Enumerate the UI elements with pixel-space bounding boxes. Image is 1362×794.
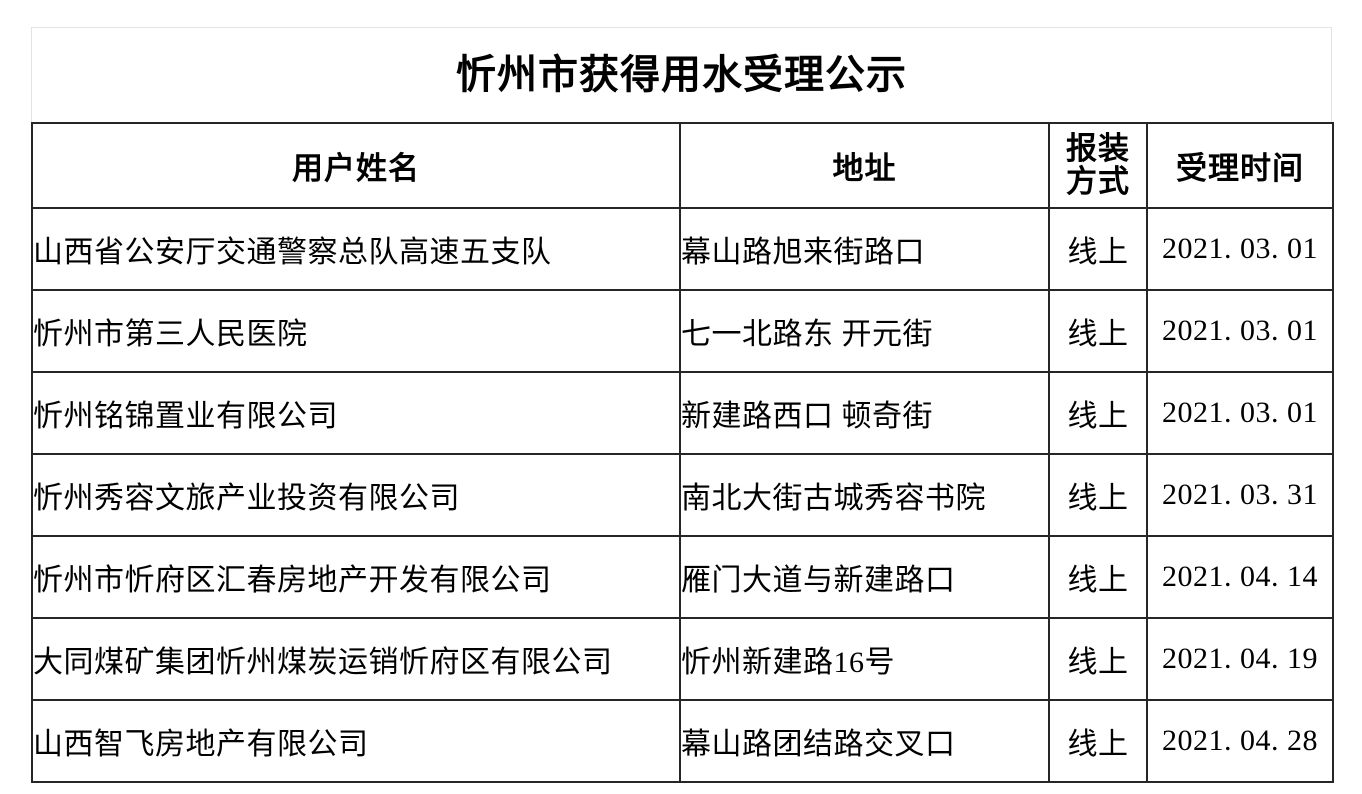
column-header-application-mode-line1: 报装 [1066, 130, 1130, 167]
cell-user-name: 忻州秀容文旅产业投资有限公司 [31, 453, 681, 537]
table-row: 忻州市忻府区汇春房地产开发有限公司 雁门大道与新建路口 线上 2021. 04.… [31, 535, 1334, 619]
cell-user-name: 忻州铭锦置业有限公司 [31, 371, 681, 455]
cell-acceptance-time: 2021. 04. 14 [1146, 535, 1334, 619]
table-row: 山西省公安厅交通警察总队高速五支队 幕山路旭来街路口 线上 2021. 03. … [31, 207, 1334, 291]
cell-user-name: 忻州市第三人民医院 [31, 289, 681, 373]
cell-address: 忻州新建路16号 [679, 617, 1050, 701]
column-header-acceptance-time: 受理时间 [1146, 122, 1334, 209]
cell-application-mode: 线上 [1048, 535, 1148, 619]
cell-user-name: 忻州市忻府区汇春房地产开发有限公司 [31, 535, 681, 619]
water-connection-acceptance-table: 用户姓名 地址 报装 方式 受理时间 山西省公安厅交通警察总队高速五支队 幕山路… [31, 122, 1334, 783]
cell-acceptance-time: 2021. 03. 01 [1146, 207, 1334, 291]
cell-application-mode: 线上 [1048, 617, 1148, 701]
cell-address: 新建路西口 顿奇街 [679, 371, 1050, 455]
cell-acceptance-time: 2021. 03. 01 [1146, 371, 1334, 455]
cell-acceptance-time: 2021. 03. 31 [1146, 453, 1334, 537]
cell-application-mode: 线上 [1048, 371, 1148, 455]
cell-application-mode: 线上 [1048, 453, 1148, 537]
table-header-row: 用户姓名 地址 报装 方式 受理时间 [31, 122, 1334, 209]
cell-acceptance-time: 2021. 04. 19 [1146, 617, 1334, 701]
title-band: 忻州市获得用水受理公示 [31, 27, 1332, 122]
cell-user-name: 山西省公安厅交通警察总队高速五支队 [31, 207, 681, 291]
table-body: 山西省公安厅交通警察总队高速五支队 幕山路旭来街路口 线上 2021. 03. … [31, 207, 1334, 783]
cell-address: 雁门大道与新建路口 [679, 535, 1050, 619]
cell-address: 南北大街古城秀容书院 [679, 453, 1050, 537]
table-row: 忻州秀容文旅产业投资有限公司 南北大街古城秀容书院 线上 2021. 03. 3… [31, 453, 1334, 537]
cell-acceptance-time: 2021. 04. 28 [1146, 699, 1334, 783]
table-header: 用户姓名 地址 报装 方式 受理时间 [31, 122, 1334, 209]
cell-application-mode: 线上 [1048, 207, 1148, 291]
cell-user-name: 山西智飞房地产有限公司 [31, 699, 681, 783]
cell-user-name: 大同煤矿集团忻州煤炭运销忻府区有限公司 [31, 617, 681, 701]
table-row: 大同煤矿集团忻州煤炭运销忻府区有限公司 忻州新建路16号 线上 2021. 04… [31, 617, 1334, 701]
table-row: 忻州铭锦置业有限公司 新建路西口 顿奇街 线上 2021. 03. 01 [31, 371, 1334, 455]
cell-application-mode: 线上 [1048, 699, 1148, 783]
table-row: 山西智飞房地产有限公司 幕山路团结路交叉口 线上 2021. 04. 28 [31, 699, 1334, 783]
cell-address: 幕山路团结路交叉口 [679, 699, 1050, 783]
column-header-application-mode: 报装 方式 [1048, 122, 1148, 209]
column-header-address: 地址 [679, 122, 1050, 209]
column-header-application-mode-line2: 方式 [1066, 163, 1130, 200]
cell-application-mode: 线上 [1048, 289, 1148, 373]
cell-address: 幕山路旭来街路口 [679, 207, 1050, 291]
table-row: 忻州市第三人民医院 七一北路东 开元街 线上 2021. 03. 01 [31, 289, 1334, 373]
cell-acceptance-time: 2021. 03. 01 [1146, 289, 1334, 373]
page-title: 忻州市获得用水受理公示 [456, 51, 907, 98]
column-header-user-name: 用户姓名 [31, 122, 681, 209]
cell-address: 七一北路东 开元街 [679, 289, 1050, 373]
